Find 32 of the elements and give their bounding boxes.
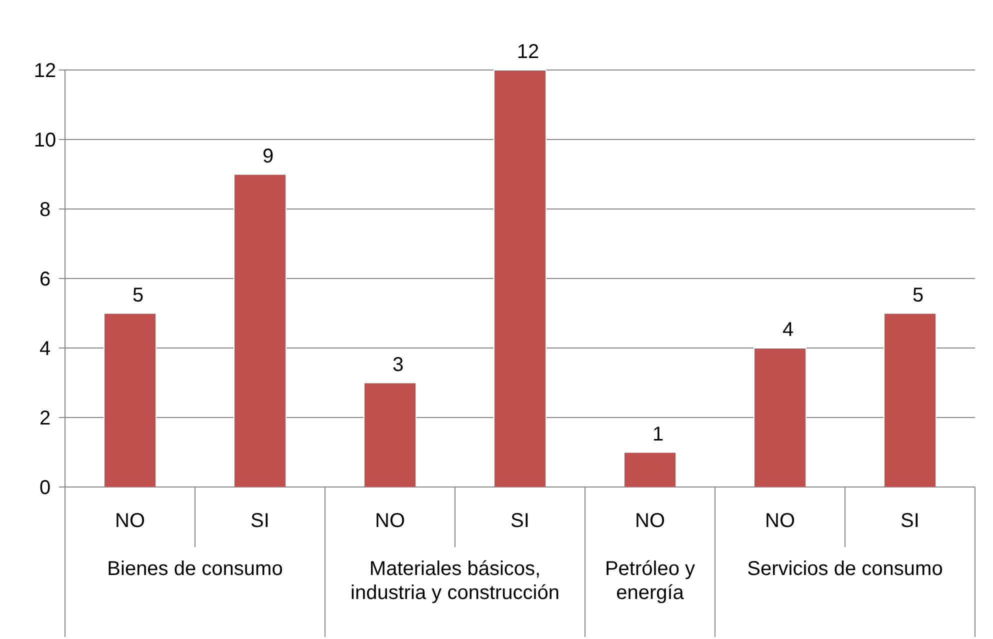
bar <box>234 174 286 488</box>
y-tick-label: 4 <box>39 338 51 360</box>
data-label: 3 <box>392 354 404 376</box>
x-tick-label: NO <box>635 510 665 532</box>
data-label: 4 <box>782 319 794 341</box>
text: Materiales básicos, industria y construcción <box>350 558 560 604</box>
x-tick-label: NO <box>115 510 145 532</box>
x-tick-label: SI <box>510 510 530 532</box>
bar <box>754 348 806 488</box>
text: Bienes de consumo <box>107 558 283 580</box>
y-tick-label: 8 <box>39 199 51 221</box>
x-tick-label: SI <box>900 510 920 532</box>
data-label: 5 <box>912 284 924 306</box>
y-tick-label: 10 <box>34 130 56 152</box>
bar <box>624 452 676 488</box>
data-label: 9 <box>262 145 274 168</box>
bar <box>104 312 156 488</box>
data-label: 1 <box>652 423 664 446</box>
y-tick-label: 0 <box>39 477 51 499</box>
data-label: 12 <box>516 41 540 63</box>
bar <box>494 70 546 488</box>
data-label: 5 <box>132 284 144 306</box>
y-tick-label: 12 <box>34 60 56 82</box>
x-tick-label: NO <box>375 510 405 532</box>
text: Petróleo y energía <box>604 558 696 604</box>
y-tick-label: 6 <box>39 268 51 290</box>
y-tick-label: 2 <box>39 408 51 430</box>
x-tick-label: SI <box>250 510 270 532</box>
x-tick-label: NO <box>765 510 795 532</box>
text: Servicios de consumo <box>747 558 943 580</box>
bar <box>364 382 416 488</box>
bar <box>884 312 936 488</box>
